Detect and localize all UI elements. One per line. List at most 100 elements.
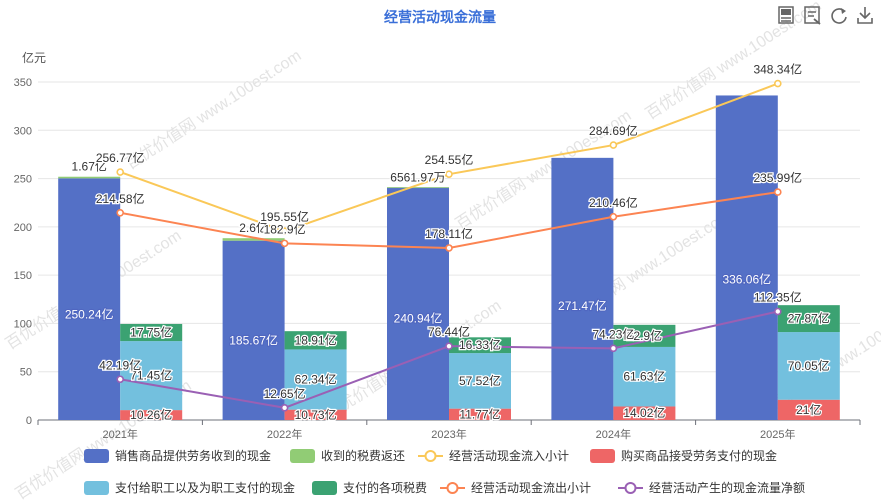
y-tick-label: 250 xyxy=(14,174,32,186)
legend-swatch xyxy=(590,449,615,463)
bar-value-label: 62.34亿 xyxy=(295,372,337,387)
download-icon[interactable] xyxy=(857,7,873,24)
watermark-text: 百优价值网 www.100est.com xyxy=(122,46,304,173)
legend-swatch xyxy=(84,449,109,463)
restore-icon[interactable] xyxy=(831,8,847,24)
line-point xyxy=(116,375,124,384)
legend-label: 支付给职工以及为职工支付的现金 xyxy=(115,480,295,495)
bar-value-label: 11.77亿 xyxy=(459,406,500,421)
bar-series xyxy=(58,95,840,421)
bar-segment xyxy=(449,408,511,420)
bar-value-label: 70.05亿 xyxy=(788,358,830,373)
y-tick-label: 0 xyxy=(26,415,32,427)
line-value-label: 210.46亿 xyxy=(589,195,638,210)
bar-value-label: 336.06亿 xyxy=(722,272,771,287)
bar-segment xyxy=(387,187,449,189)
bar-value-label: 61.63亿 xyxy=(623,369,665,384)
bar-segment xyxy=(284,409,347,420)
legend-swatch xyxy=(84,481,109,495)
line-point xyxy=(609,212,618,221)
y-tick-label: 100 xyxy=(14,318,32,330)
y-axis-unit: 亿元 xyxy=(22,50,46,65)
x-axis: 2021年 2022年 2023年 2024年 2025年 xyxy=(37,420,861,441)
legend-label: 经营活动产生的现金流量净额 xyxy=(649,480,805,495)
bar-segment xyxy=(449,337,511,354)
x-tick-label: 2021年 xyxy=(102,427,137,441)
bar-segment xyxy=(777,332,840,400)
chart-title: 经营活动现金流量 xyxy=(384,9,496,25)
bar-segment xyxy=(284,349,347,410)
legend-item[interactable]: 收到的税费返还 xyxy=(290,448,405,463)
bar-value-label: 185.67亿 xyxy=(229,333,278,348)
bar-segment xyxy=(120,323,183,342)
data-labels: 250.24亿 185.67亿 240.94亿 271.47亿 336.06亿 1.67亿… xyxy=(64,60,831,423)
y-tick-label: 200 xyxy=(14,222,32,234)
legend-label: 支付的各项税费 xyxy=(343,480,427,495)
y-tick-label: 150 xyxy=(14,270,32,282)
line-value-label: 254.55亿 xyxy=(425,152,474,167)
bar-value-label: 18.91亿 xyxy=(295,332,337,347)
bar-segment xyxy=(222,238,285,241)
legend-item[interactable]: 购买商品接受劳务支付的现金 xyxy=(590,448,777,463)
bar-value-label: 27.87亿 xyxy=(788,311,830,326)
line-value-label: 235.99亿 xyxy=(753,170,802,185)
bar-segment xyxy=(613,346,676,407)
bar-segment xyxy=(58,176,121,179)
legend-item[interactable]: 经营活动产生的现金流量净额 xyxy=(618,480,805,495)
line-point xyxy=(773,307,782,316)
legend-item[interactable]: 支付的各项税费 xyxy=(312,480,427,495)
line-point xyxy=(116,208,124,217)
line-value-label: 256.77亿 xyxy=(96,150,145,165)
data-view-icon[interactable] xyxy=(778,6,794,24)
bar-value-label: 71.45亿 xyxy=(130,368,172,383)
line-point xyxy=(445,342,453,350)
legend-swatch xyxy=(290,449,315,463)
legend-item[interactable]: 销售商品提供劳务收到的现金 xyxy=(84,448,271,463)
x-tick-label: 2023年 xyxy=(431,427,466,441)
x-tick-label: 2024年 xyxy=(596,427,631,441)
bar-value-label: 271.47亿 xyxy=(558,298,607,313)
x-tick-label: 2022年 xyxy=(267,427,302,441)
bar-segment xyxy=(777,399,840,420)
line-value-label: 284.69亿 xyxy=(589,123,638,138)
table-view-icon[interactable] xyxy=(804,6,821,25)
bar-value-label: 240.94亿 xyxy=(394,310,443,325)
legend-label: 购买商品接受劳务支付的现金 xyxy=(621,448,777,463)
legend-item[interactable]: 经营活动现金流出小计 xyxy=(440,480,591,495)
x-tick-label: 2025年 xyxy=(760,427,795,441)
bar-value-label: 57.52亿 xyxy=(459,373,501,388)
legend: 销售商品提供劳务收到的现金 收到的税费返还 经营活动现金流入小计 购买商品接受劳务支付… xyxy=(84,448,805,495)
line-value-label: 12.65亿 xyxy=(264,386,306,401)
bar-segment xyxy=(222,240,285,420)
line-point xyxy=(773,79,782,88)
legend-item[interactable]: 支付给职工以及为职工支付的现金 xyxy=(84,480,295,495)
bar-segment xyxy=(613,406,676,420)
bar-value-label: 16.33亿 xyxy=(459,337,501,352)
bar-segment xyxy=(449,353,511,409)
bar-segment xyxy=(120,410,183,420)
bar-value-label: 1.67亿 xyxy=(72,159,107,174)
bar-segment xyxy=(387,187,449,420)
bar-segment xyxy=(715,95,778,420)
bar-segment xyxy=(58,178,121,420)
line-series xyxy=(116,79,782,412)
bar-segment xyxy=(551,157,614,421)
bar-value-label: 17.75亿 xyxy=(130,325,172,340)
bar-value-label: 10.26亿 xyxy=(130,407,172,422)
line-value-label: 74.23亿 xyxy=(592,326,634,341)
legend-item[interactable]: 经营活动现金流入小计 xyxy=(418,448,569,463)
line-value-label: 112.35亿 xyxy=(754,290,802,305)
legend-label: 销售商品提供劳务收到的现金 xyxy=(115,448,271,463)
legend-marker xyxy=(424,450,437,462)
legend-marker xyxy=(446,482,459,494)
line-value-label: 195.55亿 xyxy=(260,209,309,224)
legend-label: 收到的税费返还 xyxy=(321,448,405,463)
bar-value-label: 250.24亿 xyxy=(65,307,114,322)
bar-value-label: 22.9亿 xyxy=(627,328,662,343)
legend-label: 经营活动现金流出小计 xyxy=(471,480,591,495)
line-point xyxy=(445,170,453,178)
bar-segment xyxy=(777,305,840,333)
bar-value-label: 10.73亿 xyxy=(295,407,337,422)
line-value-label: 348.34亿 xyxy=(753,62,802,77)
